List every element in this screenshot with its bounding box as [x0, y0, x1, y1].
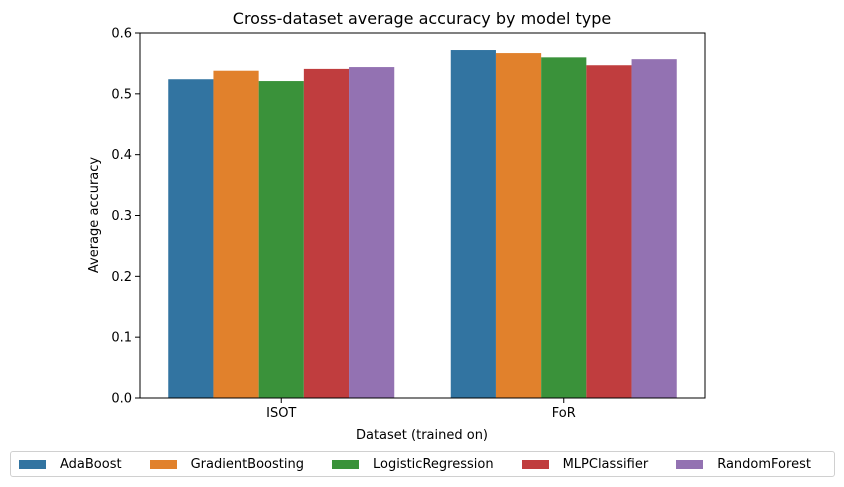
bar-gradientboosting-isot [213, 70, 259, 398]
bar-mlpclassifier-for [586, 65, 632, 398]
bar-randomforest-isot [349, 67, 395, 399]
bar-mlpclassifier-isot [303, 68, 350, 399]
legend-label: MLPClassifier [562, 456, 649, 472]
y-axis: 0.0 0.1 0.2 0.3 0.4 0.5 0.6 [111, 27, 140, 407]
legend-item: AdaBoost [19, 457, 122, 472]
x-axis-label: Dataset (trained on) [356, 428, 488, 443]
legend-swatch [19, 459, 46, 469]
bars-group [168, 50, 677, 399]
legend-item: LogisticRegression [331, 456, 494, 472]
y-axis-label: Average accuracy [87, 157, 102, 273]
legend-label: GradientBoosting [190, 456, 304, 472]
x-axis: ISOT FoR [266, 398, 576, 421]
y-tick-label: 0.4 [111, 148, 132, 163]
y-tick-label: 0.6 [111, 27, 132, 42]
chart-title: Cross-dataset average accuracy by model … [233, 9, 611, 28]
bar-gradientboosting-for [495, 53, 542, 398]
y-tick-label: 0.0 [111, 392, 132, 407]
legend-label: LogisticRegression [372, 456, 494, 472]
y-tick-label: 0.3 [111, 209, 132, 224]
legend-swatch [331, 459, 359, 469]
x-tick-label: ISOT [266, 406, 296, 421]
legend-item: RandomForest [676, 457, 811, 472]
y-tick-label: 0.5 [111, 87, 132, 102]
legend-swatch [676, 459, 704, 469]
bar-logisticregression-for [541, 57, 587, 398]
legend-item: MLPClassifier [521, 456, 649, 472]
legend-item: GradientBoosting [149, 456, 304, 472]
legend-swatch [149, 459, 177, 469]
legend-swatch [521, 459, 549, 469]
bar-adaboost-isot [168, 79, 214, 398]
bar-chart: Cross-dataset average accuracy by model … [87, 9, 706, 443]
y-tick-label: 0.2 [111, 270, 132, 285]
bar-adaboost-for [450, 50, 496, 399]
chart-legend: AdaBoost GradientBoosting LogisticRegressi… [10, 451, 835, 477]
legend-label: RandomForest [717, 456, 811, 472]
legend-label: AdaBoost [60, 456, 122, 472]
y-tick-label: 0.1 [111, 331, 132, 346]
x-tick-label: FoR [552, 406, 576, 421]
bar-logisticregression-isot [258, 81, 304, 398]
bar-randomforest-for [631, 59, 677, 399]
